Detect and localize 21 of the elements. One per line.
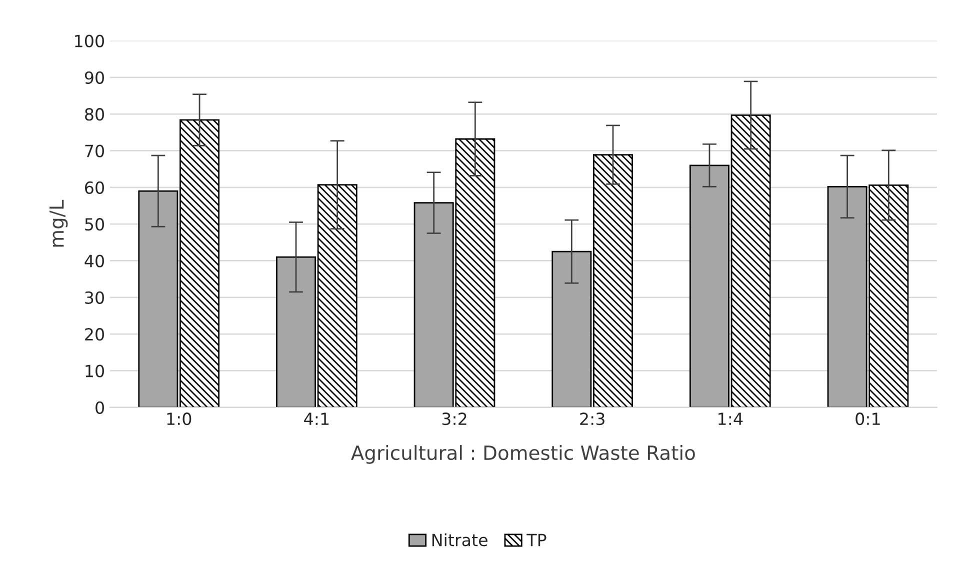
y-tick-label: 80 xyxy=(85,108,104,121)
y-tick-label: 100 xyxy=(75,34,104,48)
y-axis-title: mg/L xyxy=(49,200,68,247)
x-tick-label: 1:4 xyxy=(718,412,743,425)
x-tick-label: 0:1 xyxy=(856,412,880,426)
y-tick-label: 70 xyxy=(85,144,104,158)
y-tick-label: 40 xyxy=(84,254,104,268)
y-tick-label: 50 xyxy=(85,218,104,231)
y-tick-label: 60 xyxy=(85,181,104,194)
y-tick-label: 0 xyxy=(96,401,104,414)
x-tick-label: 1:0 xyxy=(167,412,192,426)
y-tick-label: 30 xyxy=(85,291,104,304)
x-tick-label: 2:3 xyxy=(580,412,604,426)
y-tick-label: 20 xyxy=(85,328,104,341)
y-tick-label: 90 xyxy=(84,71,104,84)
y-tick-label: 10 xyxy=(86,364,104,378)
x-tick-label: 3:2 xyxy=(442,412,466,426)
x-axis-title: Agricultural : Domestic Waste Ratio xyxy=(350,445,695,464)
legend-label: TP xyxy=(526,534,546,546)
x-tick-label: 4:1 xyxy=(304,412,329,425)
legend-label: Nitrate xyxy=(432,533,488,546)
